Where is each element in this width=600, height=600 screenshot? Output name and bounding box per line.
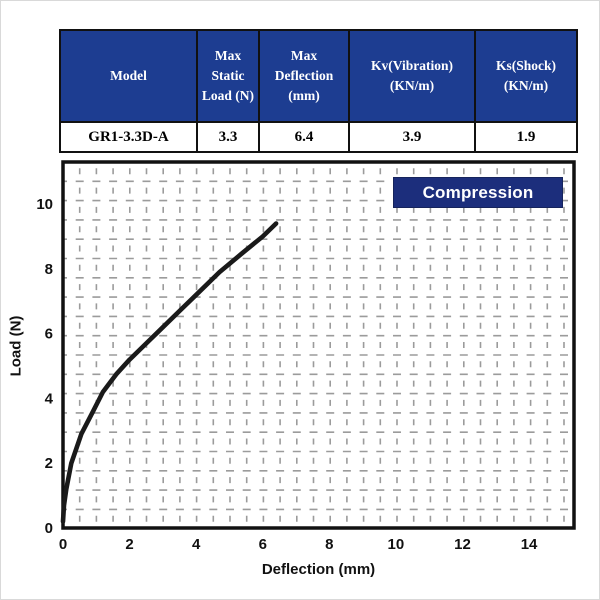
- spec-table-header-row: Model Max Static Load (N) Max Deflection (…: [59, 29, 578, 123]
- table-header-cell: Kv(Vibration) (KN/m): [348, 29, 476, 123]
- chart-canvas: 0 2 4 6 8 10 12 14 0 2 4 6 8 10: [36, 160, 576, 553]
- table-header-cell: Model: [59, 29, 198, 123]
- compression-badge: Compression: [393, 177, 563, 208]
- x-tick-label: 12: [454, 536, 471, 553]
- y-axis-title: Load (N): [7, 315, 25, 377]
- x-tick-label: 2: [125, 536, 133, 553]
- table-cell: 3.9: [348, 121, 476, 153]
- table-cell: 1.9: [474, 121, 578, 153]
- x-axis-title: Deflection (mm): [261, 561, 376, 578]
- y-tick-label: 8: [45, 261, 53, 278]
- table-row: GR1-3.3D-A 3.3 6.4 3.9 1.9: [59, 121, 578, 153]
- plot-border: [61, 160, 576, 530]
- table-header-cell: Ks(Shock) (KN/m): [474, 29, 578, 123]
- table-header-cell: Max Static Load (N): [196, 29, 260, 123]
- y-tick-label: 4: [45, 390, 54, 407]
- x-tick-label: 8: [325, 536, 333, 553]
- y-tick-label: 10: [36, 196, 53, 213]
- y-tick-label: 0: [45, 520, 53, 537]
- y-tick-label: 6: [45, 326, 53, 343]
- y-tick-label: 2: [45, 455, 53, 472]
- x-tick-label: 0: [59, 536, 67, 553]
- x-tick-label: 14: [521, 536, 538, 553]
- load-deflection-chart: 0 2 4 6 8 10 12 14 0 2 4 6 8 10 Deflection (mm) Load …: [1, 156, 599, 599]
- table-header-cell: Max Deflection (mm): [258, 29, 350, 123]
- spec-table-body: GR1-3.3D-A 3.3 6.4 3.9 1.9: [59, 121, 578, 153]
- x-tick-label: 6: [259, 536, 267, 553]
- table-cell: GR1-3.3D-A: [59, 121, 198, 153]
- compression-badge-label: Compression: [422, 182, 534, 202]
- load-deflection-curve: [60, 221, 279, 524]
- x-tick-label: 10: [388, 536, 405, 553]
- x-tick-label: 4: [192, 536, 201, 553]
- table-cell: 6.4: [258, 121, 350, 153]
- table-cell: 3.3: [196, 121, 260, 153]
- spec-table: Model Max Static Load (N) Max Deflection (…: [59, 29, 578, 153]
